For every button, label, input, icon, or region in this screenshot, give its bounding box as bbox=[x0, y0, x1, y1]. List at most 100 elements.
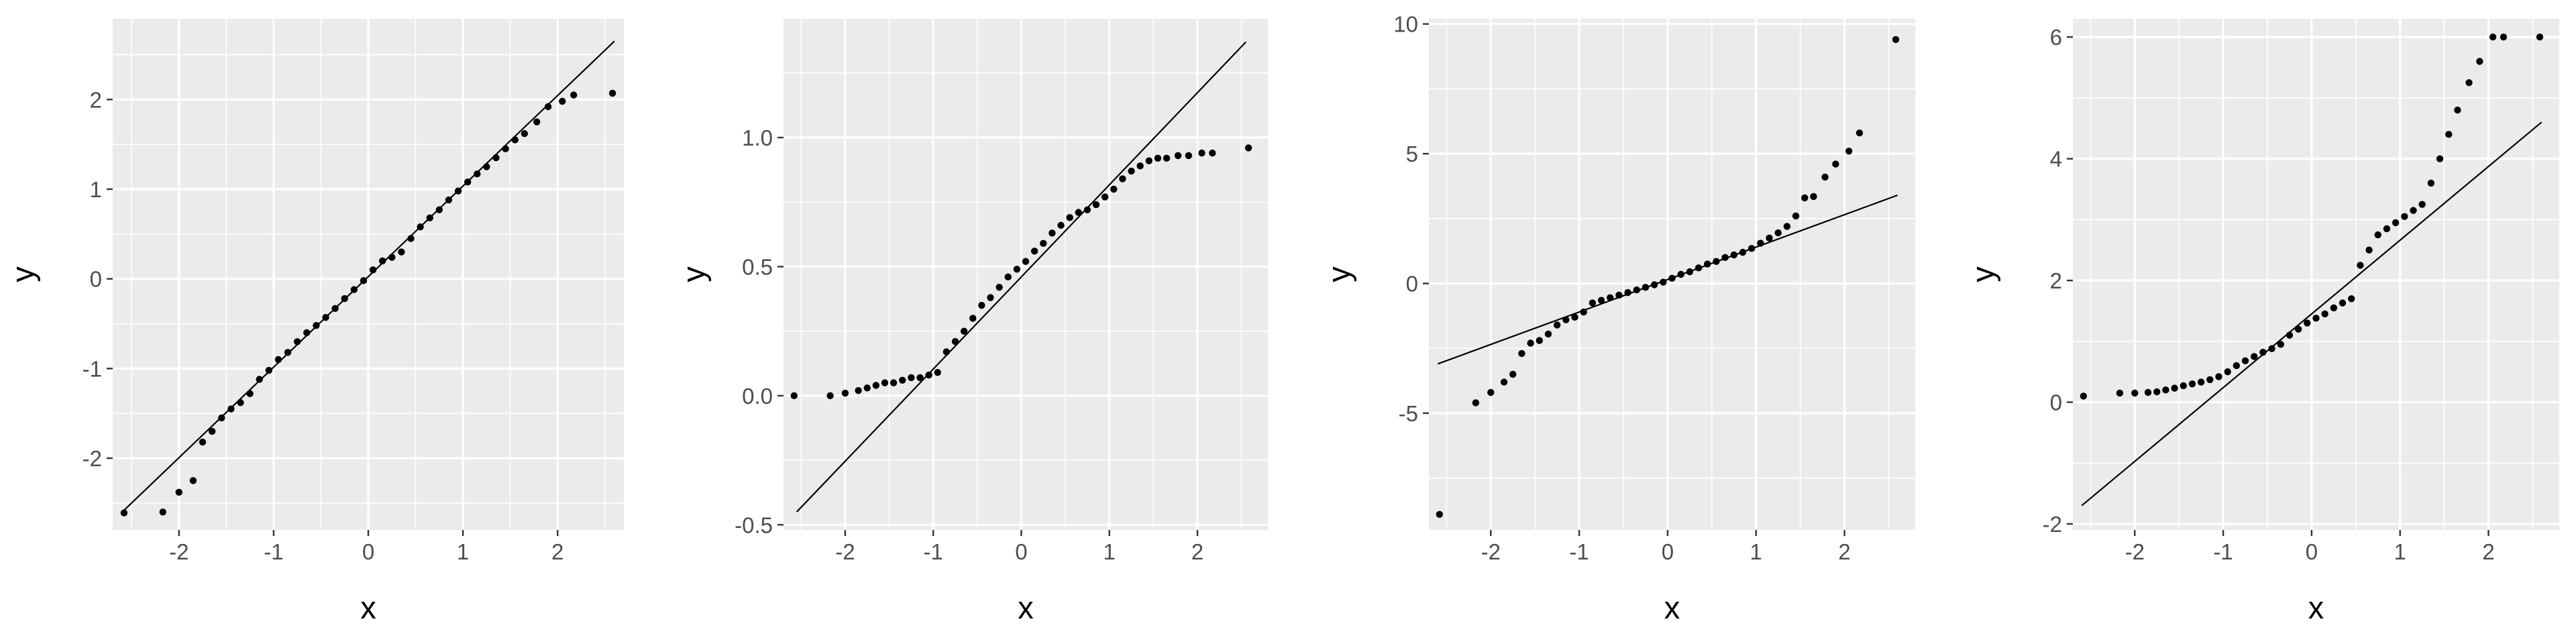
data-point bbox=[1607, 294, 1614, 302]
data-point bbox=[881, 379, 889, 386]
data-point bbox=[2259, 348, 2267, 356]
data-point bbox=[826, 392, 834, 400]
data-point bbox=[1589, 299, 1597, 307]
data-point bbox=[1083, 206, 1091, 213]
data-point bbox=[1650, 281, 1658, 288]
x-tick-label: -1 bbox=[923, 539, 943, 564]
data-point bbox=[2131, 389, 2139, 397]
data-point bbox=[2180, 382, 2187, 390]
data-point bbox=[1748, 245, 1756, 252]
data-point bbox=[445, 196, 453, 204]
data-point bbox=[1185, 152, 1193, 160]
data-point bbox=[2330, 304, 2338, 312]
data-point bbox=[341, 294, 348, 303]
data-point bbox=[1244, 144, 1252, 152]
data-point bbox=[1624, 288, 1631, 297]
x-tick-label: 1 bbox=[1104, 539, 1116, 564]
data-point bbox=[899, 376, 906, 384]
y-tick-label: 6 bbox=[2050, 25, 2062, 50]
data-point bbox=[175, 488, 182, 496]
data-point bbox=[322, 313, 329, 321]
data-point bbox=[2348, 295, 2355, 303]
data-point bbox=[483, 163, 490, 170]
data-point bbox=[570, 91, 578, 99]
chart-panel-4: -2 -1 0 1 2 -2 0 2 4 6 x y bbox=[1965, 19, 2559, 625]
data-point bbox=[265, 366, 273, 374]
data-point bbox=[2321, 310, 2328, 318]
x-tick-label: 2 bbox=[1838, 539, 1850, 564]
y-tick-label: 0.5 bbox=[742, 254, 773, 279]
y-axis-title: y bbox=[1321, 266, 1356, 282]
data-point bbox=[1145, 157, 1152, 164]
x-tick-label: -2 bbox=[835, 539, 855, 564]
data-point bbox=[2080, 392, 2088, 400]
data-point bbox=[2304, 319, 2311, 327]
data-point bbox=[274, 356, 282, 364]
data-point bbox=[2454, 106, 2461, 114]
data-point bbox=[2436, 155, 2444, 162]
data-point bbox=[227, 405, 235, 413]
data-point bbox=[159, 508, 166, 516]
y-tick-label: 0 bbox=[90, 267, 102, 292]
data-point bbox=[120, 509, 128, 517]
data-point bbox=[1075, 209, 1082, 216]
data-point bbox=[2171, 384, 2178, 392]
data-point bbox=[1022, 258, 1030, 265]
data-point bbox=[378, 257, 386, 265]
data-point bbox=[841, 389, 849, 397]
data-point bbox=[360, 277, 368, 284]
data-point bbox=[1832, 160, 1839, 168]
plot-panel-background bbox=[1429, 19, 1915, 530]
y-tick-label: -2 bbox=[2043, 512, 2062, 537]
x-axis-title: x bbox=[1018, 590, 1034, 625]
data-point bbox=[2410, 207, 2417, 214]
data-point bbox=[2116, 389, 2124, 397]
data-point bbox=[1757, 239, 1764, 247]
data-point bbox=[2427, 179, 2435, 187]
data-point bbox=[2374, 231, 2381, 239]
y-axis-title: y bbox=[1965, 266, 2000, 282]
reference-line bbox=[121, 40, 615, 513]
data-point bbox=[1713, 258, 1720, 265]
data-point bbox=[1101, 193, 1109, 201]
data-point bbox=[189, 477, 197, 484]
x-tick-label: -2 bbox=[2125, 539, 2145, 564]
data-point bbox=[2286, 331, 2294, 339]
data-point bbox=[1119, 175, 1126, 182]
data-point bbox=[2188, 380, 2196, 388]
data-point bbox=[934, 369, 941, 376]
data-point bbox=[1536, 337, 1543, 344]
data-point bbox=[331, 305, 339, 312]
data-point bbox=[1004, 273, 1012, 281]
data-point bbox=[987, 294, 994, 301]
x-tick-label: 2 bbox=[2482, 539, 2494, 564]
data-point bbox=[1049, 229, 1056, 237]
reference-line bbox=[796, 41, 1246, 513]
y-tick-label: -0.5 bbox=[735, 513, 773, 537]
data-point bbox=[1845, 148, 1853, 155]
data-point bbox=[978, 301, 985, 309]
data-point bbox=[1677, 270, 1684, 278]
data-point bbox=[388, 254, 396, 261]
x-tick-label: 0 bbox=[1015, 539, 1027, 564]
data-point bbox=[2418, 201, 2426, 208]
data-point bbox=[1562, 316, 1570, 323]
data-point bbox=[1057, 221, 1065, 229]
data-point bbox=[2277, 341, 2284, 348]
data-point bbox=[908, 374, 915, 382]
data-point bbox=[2476, 58, 2483, 65]
data-point bbox=[608, 89, 616, 97]
data-point bbox=[1721, 254, 1729, 262]
data-point bbox=[502, 145, 509, 153]
data-point bbox=[890, 379, 898, 386]
data-point bbox=[872, 382, 880, 389]
data-point bbox=[996, 284, 1003, 291]
data-point bbox=[2445, 131, 2453, 138]
data-point bbox=[1792, 212, 1800, 220]
data-point bbox=[533, 118, 541, 125]
data-point bbox=[1209, 149, 1216, 157]
x-axis-title: x bbox=[360, 590, 376, 625]
data-point bbox=[369, 266, 377, 274]
data-point bbox=[1766, 234, 1773, 242]
data-point bbox=[1110, 185, 1118, 193]
